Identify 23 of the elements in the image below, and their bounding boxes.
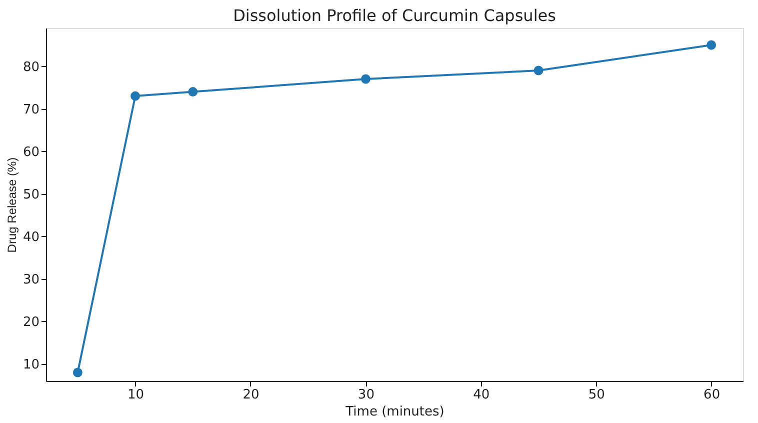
y-tick-label: 20	[22, 314, 40, 330]
point	[188, 87, 198, 97]
y-axis-title: Drug Release (%)	[4, 157, 19, 253]
x-axis-title: Time (minutes)	[344, 404, 444, 420]
x-tick-label: 10	[128, 388, 144, 402]
point	[706, 40, 716, 50]
x-tick-label: 40	[473, 388, 490, 402]
y-tick-label: 80	[22, 60, 40, 75]
y-tick-label: 30	[22, 272, 40, 288]
y-tick-label: 60	[22, 144, 40, 160]
y-tick-label: 40	[22, 230, 40, 245]
x-tick-label: 30	[358, 388, 374, 402]
point	[72, 368, 82, 378]
y-tick-label: 50	[22, 187, 40, 202]
x-tick-label: 60	[704, 388, 720, 402]
y-tick-label: 10	[22, 357, 40, 372]
point	[534, 66, 544, 76]
chart-title: Dissolution Profile of Curcumin Capsules	[233, 6, 556, 25]
x-tick-label: 20	[242, 388, 260, 402]
point	[360, 74, 370, 84]
point	[130, 91, 140, 101]
x-tick-label: 50	[588, 388, 605, 402]
y-tick-label: 70	[22, 102, 40, 118]
